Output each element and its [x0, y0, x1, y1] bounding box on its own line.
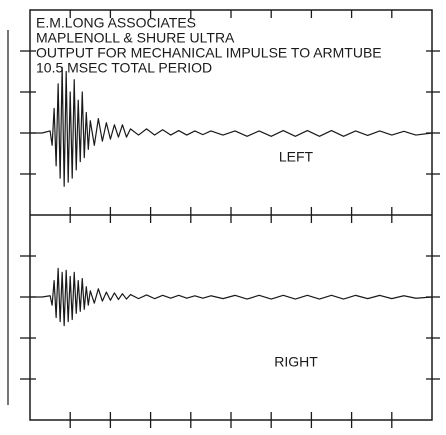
- annotation: MAPLENOLL & SHURE ULTRA: [36, 30, 235, 46]
- waveform: [30, 267, 433, 327]
- series-label: RIGHT: [274, 353, 318, 369]
- waveform: [30, 66, 433, 187]
- annotation: E.M.LONG ASSOCIATES: [36, 15, 196, 31]
- series-label: LEFT: [279, 148, 314, 164]
- annotation: 10.5 MSEC TOTAL PERIOD: [36, 60, 212, 76]
- annotation: OUTPUT FOR MECHANICAL IMPULSE TO ARMTUBE: [36, 45, 382, 61]
